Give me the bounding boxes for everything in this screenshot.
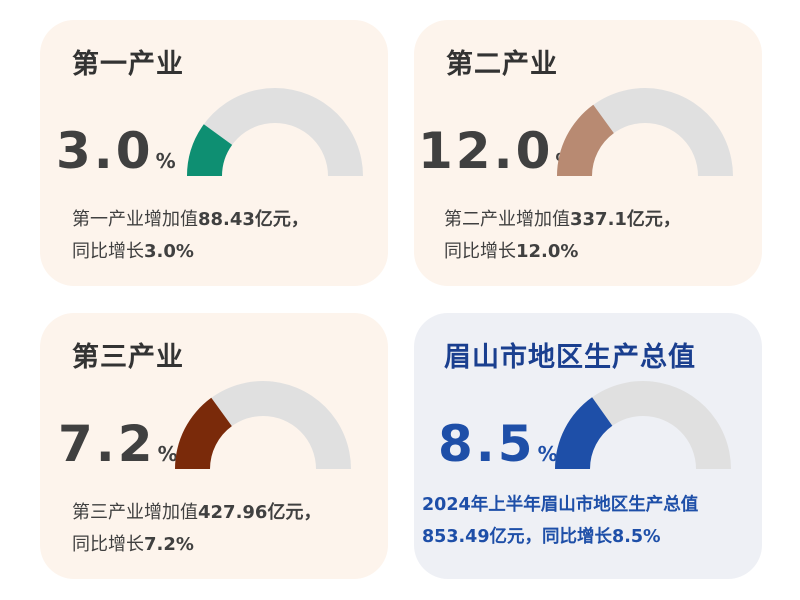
growth-value: 8.5% <box>438 419 558 469</box>
desc-amount: 88.43亿元， <box>198 209 309 230</box>
desc-label: 第三产业增加值 <box>72 502 198 523</box>
desc-label: 同比增长 <box>72 534 144 555</box>
gauge-track <box>175 381 351 469</box>
secondary-industry-card: 第二产业 12.0% 第二产业增加值337.1亿元， 同比增长12.0% <box>414 20 762 286</box>
desc-label: 第二产业增加值 <box>444 209 570 230</box>
desc-label: 同比增长 <box>444 241 516 262</box>
growth-gauge <box>555 381 731 469</box>
gauge-track <box>555 381 731 469</box>
card-title: 眉山市地区生产总值 <box>444 342 696 373</box>
card-title: 第一产业 <box>72 49 184 80</box>
card-description: 第二产业增加值337.1亿元， 同比增长12.0% <box>444 204 681 268</box>
growth-value: 3.0% <box>56 126 176 176</box>
desc-line-2: 853.49亿元，同比增长8.5% <box>422 527 661 547</box>
desc-growth: 3.0% <box>144 241 194 262</box>
percent-sign: % <box>155 149 176 173</box>
card-description: 第一产业增加值88.43亿元， 同比增长3.0% <box>72 204 309 268</box>
desc-line-1: 第二产业增加值337.1亿元， <box>444 204 681 236</box>
desc-line-1: 2024年上半年眉山市地区生产总值 <box>422 495 699 515</box>
desc-line-2: 同比增长3.0% <box>72 236 309 268</box>
desc-line-2: 同比增长7.2% <box>72 529 321 561</box>
tertiary-industry-card: 第三产业 7.2% 第三产业增加值427.96亿元， 同比增长7.2% <box>40 313 388 579</box>
growth-gauge <box>557 88 733 176</box>
growth-number: 3.0 <box>56 122 154 180</box>
card-description: 2024年上半年眉山市地区生产总值 853.49亿元，同比增长8.5% <box>422 489 698 553</box>
growth-number: 8.5 <box>438 415 536 473</box>
gauge-track <box>187 88 363 176</box>
gauge-fill <box>555 397 613 469</box>
growth-gauge <box>175 381 351 469</box>
desc-line-1: 第三产业增加值427.96亿元， <box>72 497 321 529</box>
gauge-track <box>557 88 733 176</box>
desc-line-2: 同比增长12.0% <box>444 236 681 268</box>
desc-growth: 7.2% <box>144 534 194 555</box>
growth-value: 7.2% <box>58 419 178 469</box>
card-title: 第二产业 <box>446 49 558 80</box>
gauge-fill <box>187 124 233 176</box>
desc-growth: 12.0% <box>516 241 579 262</box>
growth-number: 12.0 <box>418 122 554 180</box>
percent-sign: % <box>537 442 558 466</box>
desc-amount: 427.96亿元， <box>198 502 322 523</box>
card-description: 第三产业增加值427.96亿元， 同比增长7.2% <box>72 497 321 561</box>
primary-industry-card: 第一产业 3.0% 第一产业增加值88.43亿元， 同比增长3.0% <box>40 20 388 286</box>
percent-sign: % <box>157 442 178 466</box>
gauge-fill <box>557 104 614 176</box>
desc-line-1: 第一产业增加值88.43亿元， <box>72 204 309 236</box>
gauge-fill <box>175 397 232 469</box>
gdp-total-card: 眉山市地区生产总值 8.5% 2024年上半年眉山市地区生产总值 853.49亿… <box>414 313 762 579</box>
desc-label: 第一产业增加值 <box>72 209 198 230</box>
card-title: 第三产业 <box>72 342 184 373</box>
desc-label: 同比增长 <box>72 241 144 262</box>
growth-number: 7.2 <box>58 415 156 473</box>
desc-amount: 337.1亿元， <box>570 209 681 230</box>
growth-gauge <box>187 88 363 176</box>
